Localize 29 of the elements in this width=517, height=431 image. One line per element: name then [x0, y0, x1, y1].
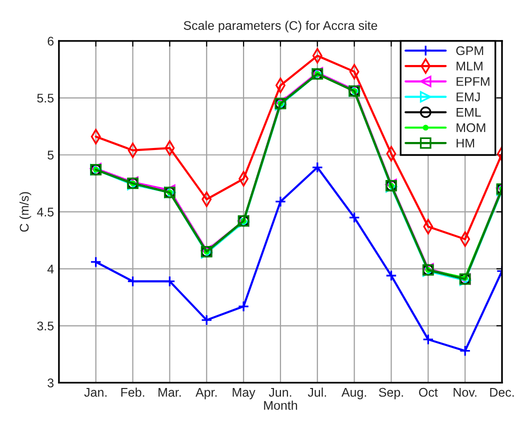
y-tick-label: 5.5	[37, 94, 54, 103]
x-tick-label: Jul.	[308, 388, 326, 397]
legend-label: EML	[456, 108, 481, 117]
x-axis-title: Month	[264, 400, 298, 410]
y-tick-label: 3.5	[37, 322, 54, 330]
legend-label: EPFM	[456, 77, 490, 86]
legend-label: MOM	[456, 123, 486, 132]
x-tick-label: Jan.	[84, 388, 107, 397]
chart-title: Scale parameters (C) for Accra site	[184, 20, 378, 32]
legend-label: EMJ	[456, 92, 480, 102]
x-tick-label: Jun.	[268, 388, 292, 397]
x-tick-label: Sep.	[378, 388, 403, 400]
y-tick-label: 3	[48, 378, 54, 388]
legend-label: HM	[456, 138, 474, 148]
x-tick-label: Dec.	[490, 388, 514, 397]
y-tick-label: 5	[48, 150, 54, 160]
x-tick-label: Apr.	[196, 388, 217, 400]
x-tick-label: May	[232, 388, 256, 400]
x-tick-label: Nov.	[454, 388, 476, 397]
y-tick-label: 4.5	[36, 208, 54, 216]
y-tick-label: 4	[47, 264, 54, 274]
y-tick-label: 6	[48, 36, 54, 46]
x-tick-label: Feb.	[121, 388, 144, 397]
x-tick-label: Oct	[419, 388, 438, 397]
y-axis-title: C (m/s)	[19, 192, 32, 232]
x-tick-label: Mar.	[158, 388, 181, 397]
x-tick-label: Aug.	[341, 388, 366, 400]
legend-label: MLM	[456, 62, 482, 70]
legend-label: GPM	[456, 46, 484, 56]
